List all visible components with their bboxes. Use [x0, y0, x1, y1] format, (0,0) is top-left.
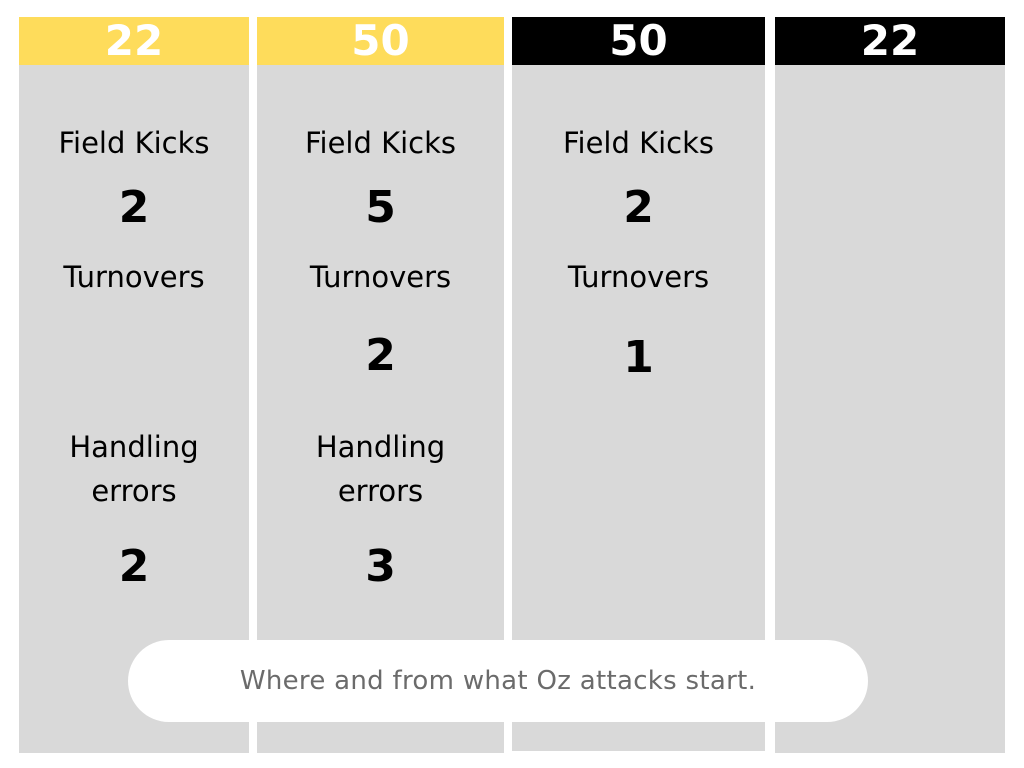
- field-kicks-value: 2: [118, 182, 150, 233]
- zone-header: 22: [19, 17, 249, 65]
- handling-errors-label-line1: Handling: [315, 430, 446, 464]
- handling-errors-value: 3: [365, 541, 396, 592]
- handling-errors-label-line2: errors: [337, 474, 424, 508]
- turnovers-label: Turnovers: [567, 260, 710, 294]
- turnovers-label: Turnovers: [63, 260, 205, 294]
- zone-header: 22: [775, 17, 1005, 65]
- zone-column-own-50: 50 Field Kicks 5 Turnovers 2 Handling er…: [257, 17, 504, 753]
- handling-errors-value: 2: [118, 541, 150, 592]
- handling-errors-label-line1: Handling: [69, 430, 199, 464]
- zone-header: 50: [512, 17, 765, 65]
- zone-column-opp-50: 50 Field Kicks 2 Turnovers 1: [512, 17, 765, 751]
- turnovers-value: 1: [623, 332, 654, 383]
- turnovers-value: 2: [365, 330, 396, 381]
- field-kicks-label: Field Kicks: [562, 126, 715, 160]
- handling-errors-label-line2: errors: [91, 474, 177, 508]
- zone-column-own-22: 22 Field Kicks 2 Turnovers Handling erro…: [19, 17, 249, 753]
- field-kicks-label: Field Kicks: [58, 126, 210, 160]
- caption: Where and from what Oz attacks start.: [128, 640, 868, 722]
- zone-column-opp-22: 22: [775, 17, 1005, 753]
- field-kicks-value: 5: [365, 182, 396, 233]
- field-kicks-label: Field Kicks: [304, 126, 457, 160]
- turnovers-label: Turnovers: [309, 260, 452, 294]
- zone-header: 50: [257, 17, 504, 65]
- field-kicks-value: 2: [623, 182, 654, 233]
